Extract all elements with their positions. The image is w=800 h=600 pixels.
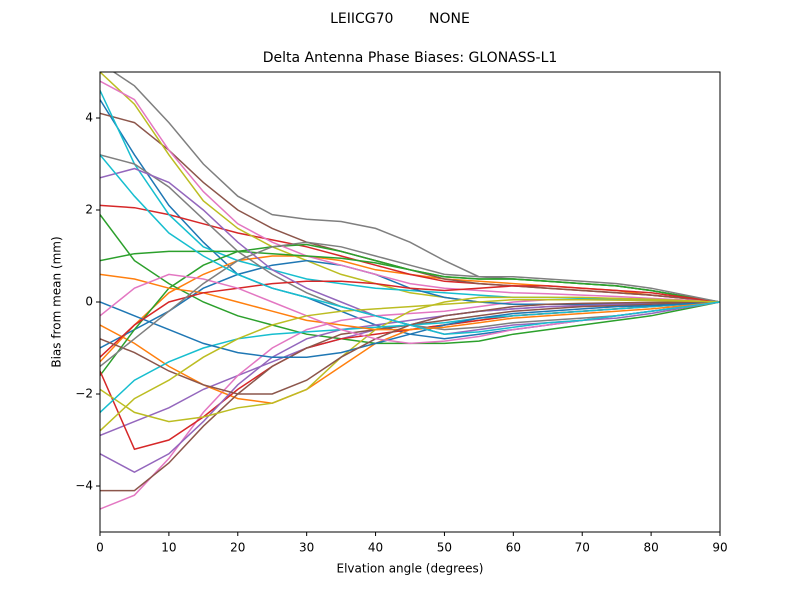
- x-tick-label: 60: [506, 541, 521, 555]
- series-line: [100, 298, 720, 510]
- x-tick-label: 70: [575, 541, 590, 555]
- series-line: [100, 214, 720, 345]
- series-line: [100, 250, 720, 303]
- axes-frame: [99, 71, 721, 533]
- y-tick-label: 2: [85, 203, 93, 217]
- series-line: [100, 90, 720, 303]
- y-tick-label: 4: [85, 111, 93, 125]
- series-line: [112, 72, 720, 303]
- series-line: [100, 154, 720, 335]
- x-tick-label: 80: [643, 541, 658, 555]
- series-line: [100, 301, 720, 474]
- series-line: [100, 298, 720, 432]
- series-line: [100, 280, 720, 358]
- plot-area: [100, 72, 720, 510]
- x-axis-label: Elvation angle (degrees): [337, 562, 484, 576]
- x-tick-label: 10: [161, 541, 176, 555]
- x-tick-label: 0: [96, 541, 104, 555]
- series-line: [100, 301, 720, 437]
- chart-title: Delta Antenna Phase Biases: GLONASS-L1: [263, 50, 558, 66]
- x-tick-label: 40: [368, 541, 383, 555]
- suptitle: LEIICG70 NONE: [330, 11, 470, 27]
- x-tick-label: 90: [712, 541, 727, 555]
- series-line: [100, 301, 720, 358]
- x-tick-label: 50: [437, 541, 452, 555]
- x-tick-label: 20: [230, 541, 245, 555]
- x-tick-label: 30: [299, 541, 314, 555]
- series-line: [100, 273, 720, 331]
- y-tick-label: −4: [75, 479, 93, 493]
- series-line: [100, 80, 720, 303]
- y-tick-label: 0: [85, 295, 93, 309]
- series-line: [100, 241, 720, 367]
- series-line: [100, 301, 720, 395]
- series-line: [100, 296, 720, 423]
- y-axis-label: Bias from mean (mm): [50, 236, 64, 367]
- y-tick-label: −2: [75, 387, 93, 401]
